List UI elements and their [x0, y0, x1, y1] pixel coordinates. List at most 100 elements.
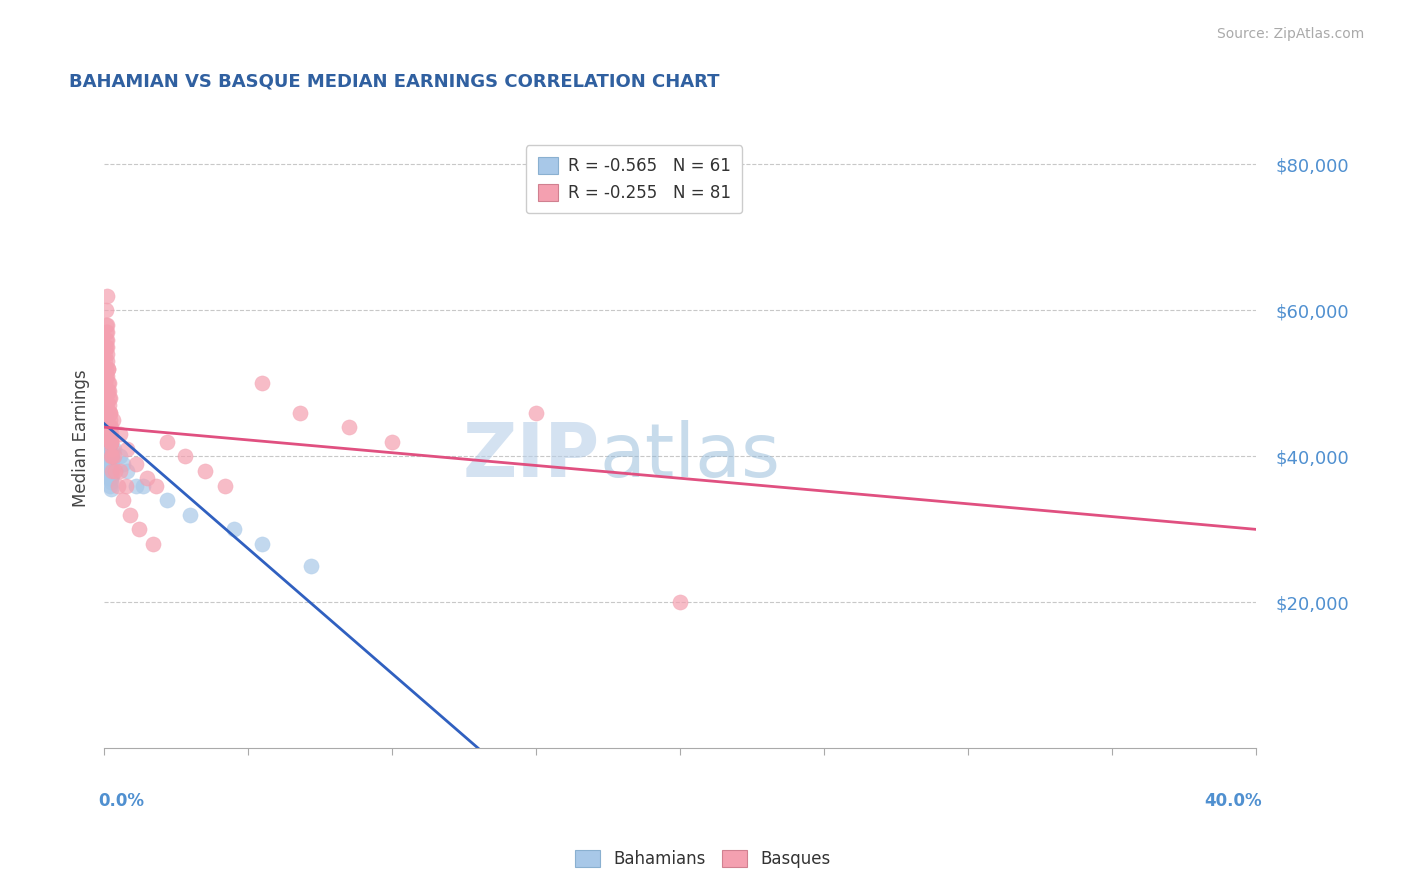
Point [96, 347, 118, 361]
Point [97, 384, 120, 398]
Point [98, 453, 121, 467]
Text: 40.0%: 40.0% [1205, 792, 1263, 810]
Point [101, 453, 124, 467]
Point [94, 384, 117, 398]
Point [96, 427, 118, 442]
Point [94, 420, 117, 434]
Point [94, 405, 117, 419]
Point [98, 434, 121, 449]
Point [98, 471, 121, 485]
Point [381, 434, 404, 449]
Point [101, 467, 124, 482]
Point [94, 427, 117, 442]
Point [94, 333, 117, 347]
Point [96, 318, 118, 332]
Point [96, 438, 118, 452]
Text: Source: ZipAtlas.com: Source: ZipAtlas.com [1216, 27, 1364, 41]
Point [101, 413, 124, 427]
Point [100, 450, 122, 464]
Point [115, 442, 138, 456]
Point [156, 493, 179, 508]
Point [97, 434, 120, 449]
Point [96, 442, 118, 456]
Point [96, 369, 118, 384]
Point [96, 384, 118, 398]
Point [100, 464, 122, 478]
Point [97, 420, 120, 434]
Point [97, 442, 120, 456]
Point [98, 405, 121, 419]
Point [128, 522, 150, 536]
Point [98, 434, 121, 449]
Point [98, 420, 121, 434]
Point [96, 413, 118, 427]
Point [96, 434, 118, 449]
Y-axis label: Median Earnings: Median Earnings [72, 369, 90, 507]
Point [94, 434, 117, 449]
Point [156, 434, 179, 449]
Point [100, 427, 122, 442]
Point [214, 478, 236, 492]
Point [100, 450, 122, 464]
Point [96, 457, 118, 471]
Point [97, 376, 120, 391]
Point [136, 471, 159, 485]
Point [94, 420, 117, 434]
Point [94, 369, 117, 384]
Point [124, 457, 146, 471]
Point [98, 446, 121, 460]
Point [96, 424, 118, 438]
Point [100, 434, 122, 449]
Point [96, 325, 118, 339]
Point [107, 478, 129, 492]
Point [98, 450, 121, 464]
Point [173, 450, 195, 464]
Point [111, 493, 134, 508]
Point [98, 450, 121, 464]
Point [96, 450, 118, 464]
Point [100, 420, 122, 434]
Point [142, 537, 165, 551]
Point [252, 537, 274, 551]
Point [94, 434, 117, 449]
Point [94, 325, 117, 339]
Point [103, 450, 125, 464]
Point [118, 508, 141, 522]
Point [94, 340, 117, 354]
Point [97, 427, 120, 442]
Point [96, 340, 118, 354]
Point [103, 442, 125, 456]
Point [94, 361, 117, 376]
Legend: Bahamians, Basques: Bahamians, Basques [568, 843, 838, 875]
Point [100, 457, 122, 471]
Point [96, 354, 118, 368]
Point [98, 398, 121, 412]
Point [96, 289, 118, 303]
Point [115, 464, 138, 478]
Point [132, 478, 155, 492]
Point [94, 446, 117, 460]
Point [97, 442, 120, 456]
Point [96, 318, 118, 332]
Point [98, 376, 121, 391]
Point [96, 413, 118, 427]
Point [96, 398, 118, 412]
Point [108, 450, 131, 464]
Point [94, 398, 117, 412]
Point [94, 405, 117, 419]
Point [97, 361, 120, 376]
Point [94, 376, 117, 391]
Point [98, 457, 121, 471]
Point [97, 361, 120, 376]
Legend: R = -0.565   N = 61, R = -0.255   N = 81: R = -0.565 N = 61, R = -0.255 N = 81 [526, 145, 742, 213]
Point [299, 558, 322, 573]
Point [94, 442, 117, 456]
Point [98, 391, 121, 405]
Point [100, 442, 122, 456]
Point [98, 413, 121, 427]
Point [98, 464, 121, 478]
Point [145, 478, 167, 492]
Point [94, 413, 117, 427]
Point [194, 464, 217, 478]
Point [100, 471, 122, 485]
